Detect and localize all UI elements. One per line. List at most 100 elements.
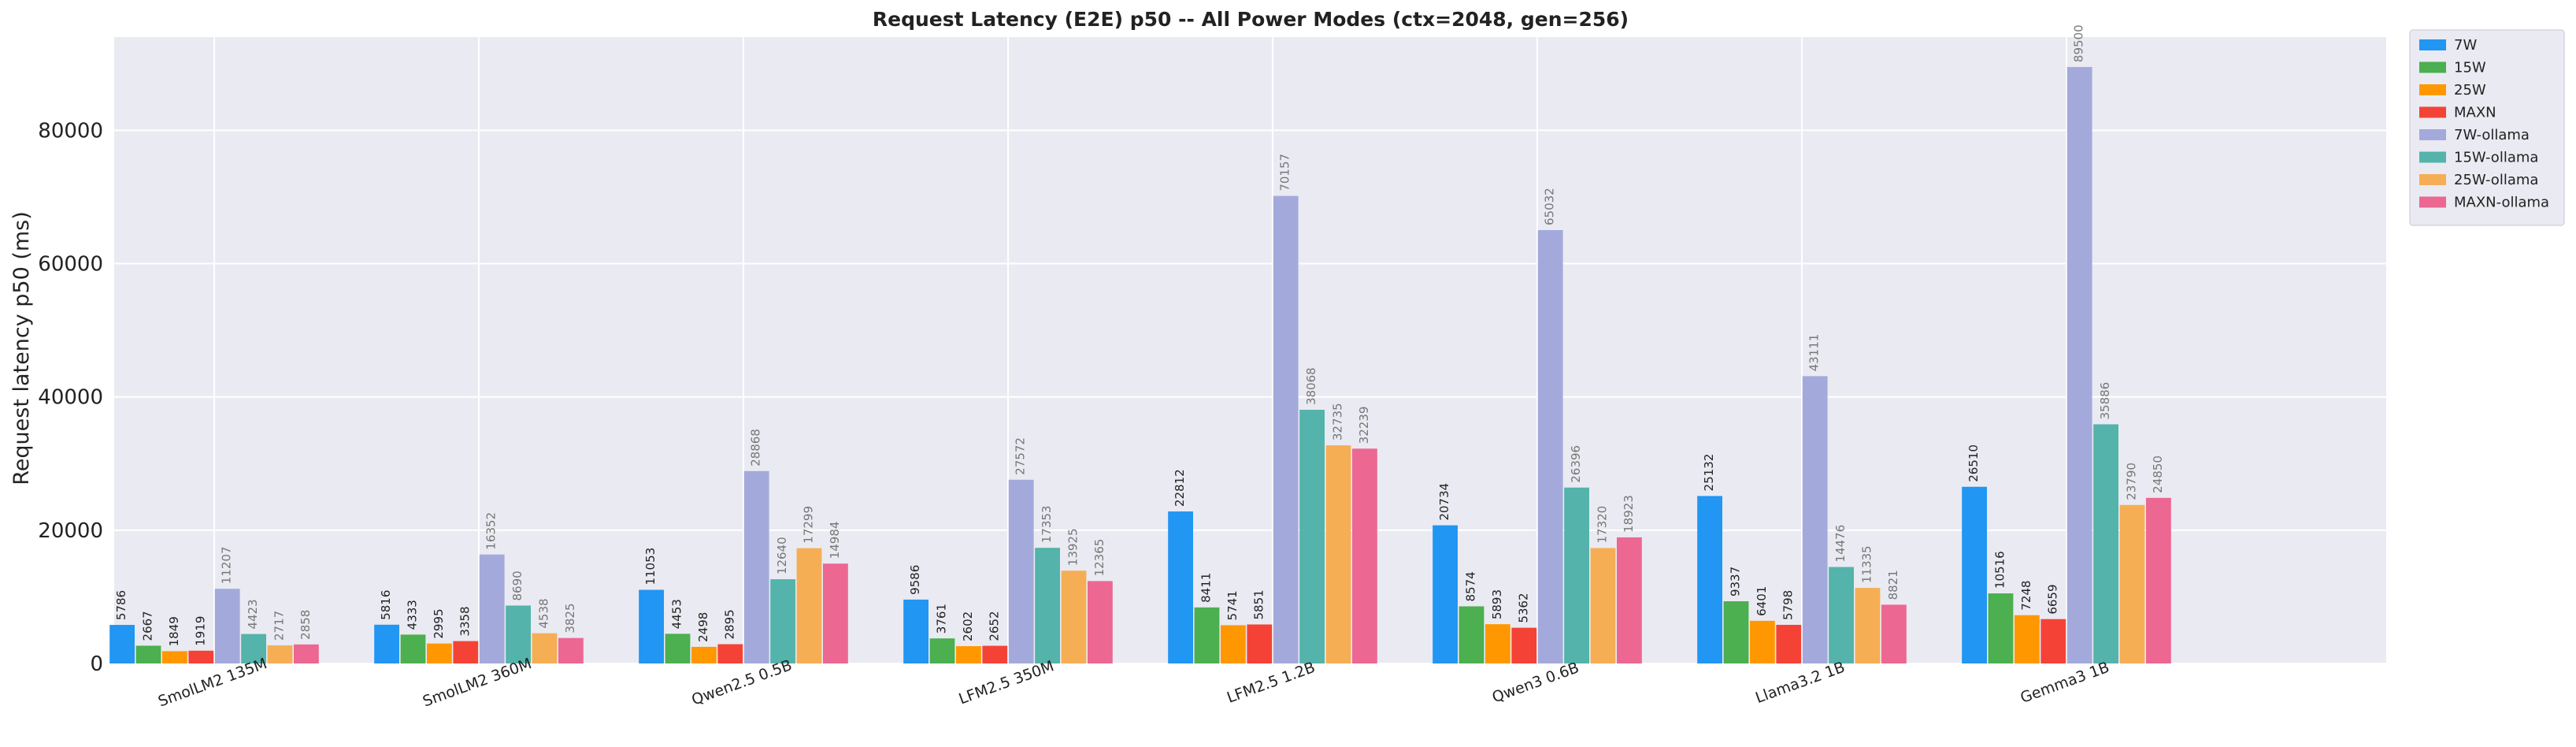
data-label: 17353 — [1040, 506, 1054, 544]
data-label: 26510 — [1966, 444, 1981, 482]
bar — [1723, 601, 1749, 663]
bar — [1802, 376, 1828, 663]
data-label: 89500 — [2072, 24, 2086, 62]
y-tick-label: 0 — [90, 652, 103, 676]
bar — [1776, 624, 1802, 663]
bar — [823, 563, 848, 663]
legend-item: MAXN-ollama — [2419, 195, 2549, 211]
data-label: 2652 — [987, 611, 1001, 641]
data-label: 8821 — [1886, 570, 1900, 600]
bar — [2066, 67, 2092, 663]
data-label: 17299 — [802, 506, 816, 544]
bar — [2040, 619, 2066, 663]
legend-swatch — [2419, 39, 2446, 50]
bar — [770, 579, 795, 663]
bar — [532, 633, 558, 663]
bar — [2014, 615, 2040, 663]
legend-item: 15W-ollama — [2419, 150, 2538, 166]
bar — [1962, 486, 1987, 663]
bar — [267, 645, 293, 663]
legend-swatch — [2419, 61, 2446, 73]
data-label: 4453 — [670, 599, 684, 629]
data-label: 1849 — [167, 616, 181, 646]
bar — [1352, 448, 1377, 663]
bar — [162, 651, 187, 663]
data-label: 2667 — [141, 611, 155, 641]
data-label: 5786 — [114, 590, 128, 620]
legend-frame — [2409, 29, 2565, 226]
data-label: 13925 — [1066, 529, 1080, 567]
bar — [639, 589, 664, 663]
bar — [479, 554, 505, 663]
legend-label: 25W — [2454, 82, 2486, 98]
data-label: 8411 — [1199, 573, 1214, 603]
legend-swatch — [2419, 196, 2446, 208]
bar — [1008, 479, 1034, 663]
data-label: 8574 — [1464, 571, 1478, 601]
legend-label: MAXN-ollama — [2454, 195, 2549, 211]
legend-swatch — [2419, 151, 2446, 163]
bar — [188, 650, 214, 663]
y-tick-label: 20000 — [38, 519, 103, 543]
data-label: 2895 — [722, 609, 736, 639]
bar — [214, 589, 240, 663]
data-label: 27572 — [1014, 437, 1028, 475]
data-label: 25132 — [1702, 454, 1716, 492]
data-label: 65032 — [1543, 188, 1557, 225]
bar — [717, 644, 743, 663]
x-tick-label: Qwen2.5 0.5B — [689, 656, 794, 708]
bar — [1829, 567, 1854, 663]
bar — [1988, 593, 2014, 663]
legend-swatch — [2419, 129, 2446, 140]
data-label: 23790 — [2125, 463, 2139, 500]
data-label: 18923 — [1622, 495, 1636, 533]
bar — [109, 625, 135, 663]
bar-group: 5786 2667 1849 1919 11207 4423 2717 2858 — [109, 546, 319, 663]
x-tick-label: LFM2.5 1.2B — [1225, 659, 1318, 707]
data-label: 2995 — [432, 608, 446, 638]
data-label: 11335 — [1860, 545, 1874, 583]
bar — [665, 634, 691, 663]
legend-item: 25W — [2419, 82, 2486, 98]
legend-label: 15W — [2454, 60, 2486, 76]
legend-swatch — [2419, 174, 2446, 185]
data-label: 3825 — [563, 603, 577, 633]
bar — [1247, 624, 1273, 663]
data-label: 32735 — [1331, 403, 1345, 440]
legend-label: 25W-ollama — [2454, 172, 2538, 188]
data-label: 3761 — [935, 604, 949, 634]
bar — [1035, 548, 1060, 663]
x-tick-label: Llama3.2 1B — [1753, 659, 1847, 707]
bar-group: 26510 10516 7248 6659 89500 35886 23790 24850 — [1962, 24, 2171, 663]
data-label: 2498 — [696, 612, 710, 642]
data-label: 4538 — [537, 598, 551, 628]
bar-group: 25132 9337 6401 5798 43111 14476 11335 8821 — [1697, 334, 1907, 663]
legend: 7W 15W 25W MAXN 7W-ollama 15W-ollama 25W-ollam… — [2409, 29, 2565, 226]
bar — [1168, 511, 1193, 663]
data-label: 20734 — [1437, 483, 1451, 521]
bar — [558, 637, 584, 663]
data-label: 32239 — [1357, 407, 1371, 444]
chart-title: Request Latency (E2E) p50 -- All Power M… — [873, 8, 1629, 31]
legend-item: 25W-ollama — [2419, 172, 2538, 188]
data-label: 11207 — [220, 546, 234, 584]
x-tick-label: Qwen3 0.6B — [1490, 659, 1581, 706]
bar-group: 11053 4453 2498 2895 28868 12640 17299 14984 — [639, 429, 848, 663]
y-tick-label: 80000 — [38, 119, 103, 143]
plot-area: 0 20000 40000 60000 80000 5786 2667 1849 1919 112… — [38, 24, 2386, 711]
bar — [2146, 497, 2171, 663]
data-label: 5362 — [1516, 593, 1530, 622]
bar-group: 22812 8411 5741 5851 70157 38068 32735 32239 — [1168, 154, 1377, 664]
bar — [2119, 504, 2145, 663]
data-label: 24850 — [2151, 455, 2165, 493]
bar — [1273, 195, 1299, 664]
data-label: 9337 — [1729, 567, 1743, 596]
legend-item: MAXN — [2419, 105, 2496, 121]
data-label: 11053 — [643, 548, 658, 585]
legend-item: 15W — [2419, 60, 2486, 76]
data-label: 5741 — [1225, 590, 1240, 620]
bar — [506, 605, 531, 663]
data-label: 2717 — [272, 611, 287, 641]
data-label: 35886 — [2098, 382, 2112, 420]
